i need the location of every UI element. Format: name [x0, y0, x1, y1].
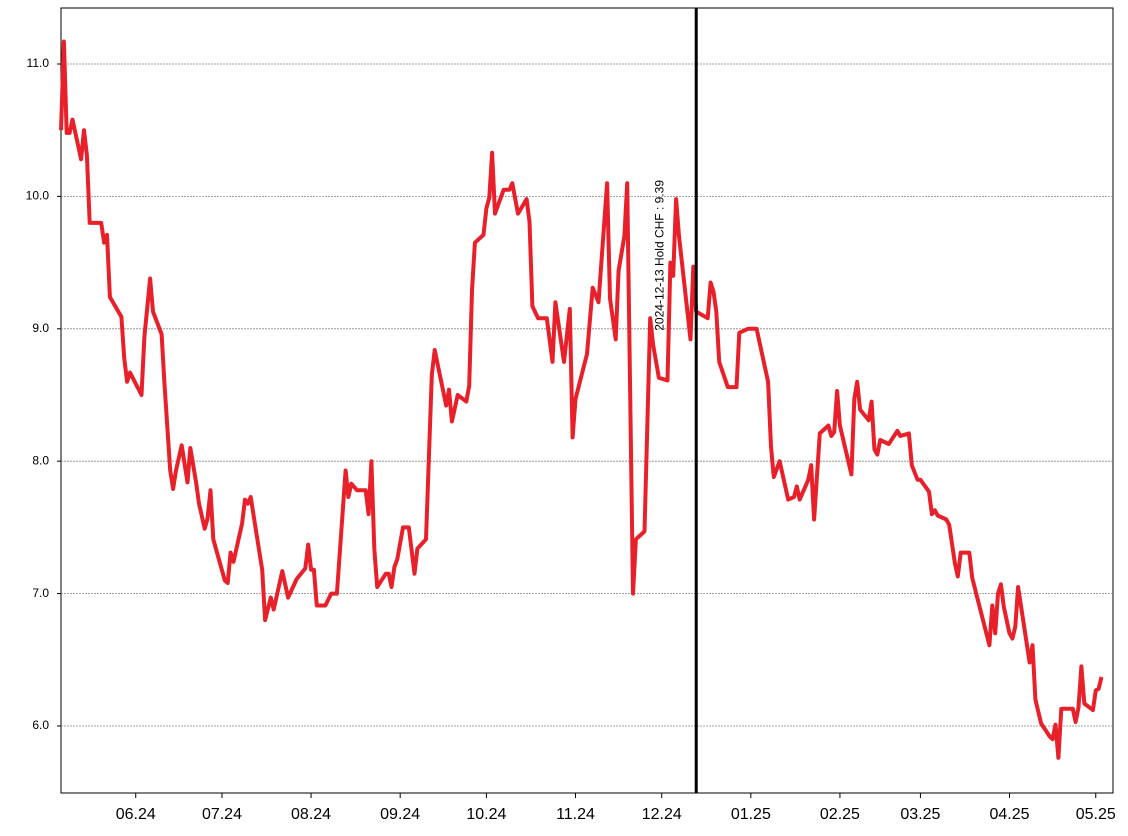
price-line — [59, 39, 1104, 760]
x-tick-label: 11.24 — [556, 806, 595, 823]
x-tick-label: 04.25 — [990, 806, 1030, 823]
annotation-label: 2024-12-13 Hold CHF : 9.39 — [652, 180, 666, 331]
x-tick-label: 12.24 — [642, 806, 682, 823]
x-tick-label: 02.25 — [820, 806, 860, 823]
plot-frame — [60, 7, 1114, 794]
x-tick-label: 10.24 — [466, 806, 506, 823]
x-tick-label: 03.25 — [900, 806, 940, 823]
x-tick-label: 08.24 — [291, 806, 331, 823]
x-tick-label: 07.24 — [202, 806, 242, 823]
x-tick-label: 05.25 — [1076, 806, 1116, 823]
y-tick-label: 9.0 — [32, 321, 49, 335]
x-tick-label: 01.25 — [731, 806, 771, 823]
y-tick-label: 7.0 — [32, 586, 49, 600]
x-tick-label: 06.24 — [116, 806, 156, 823]
y-tick-label: 6.0 — [32, 718, 49, 732]
y-tick-label: 11.0 — [27, 56, 50, 70]
y-tick-label: 10.0 — [26, 189, 50, 203]
y-tick-label: 8.0 — [32, 453, 49, 467]
x-tick-label: 09.24 — [380, 806, 420, 823]
